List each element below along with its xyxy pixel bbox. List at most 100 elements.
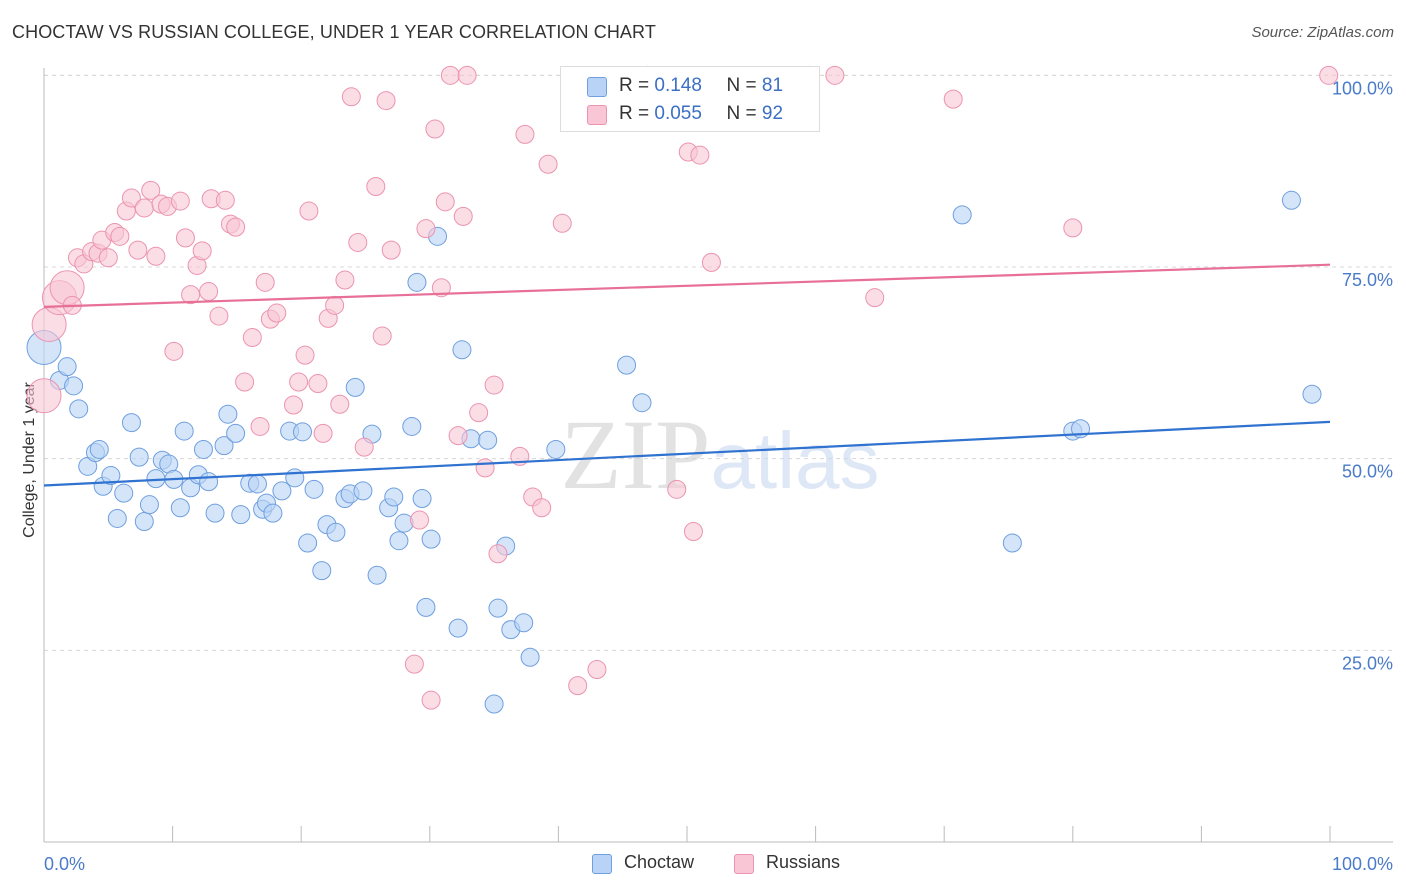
y-tick-label: 100.0% [1332,78,1393,98]
russians-point [376,91,396,111]
stats-legend: R = 0.148 N = 81 R = 0.055 N = 92 [560,66,820,132]
russians-point [515,124,535,144]
russians-point [128,240,148,260]
legend-swatch-choctaw [592,854,612,874]
legend-swatch-russians [587,105,607,125]
russians-point [330,394,350,414]
series [26,65,1339,714]
russians-point [532,498,552,518]
x-tick-label-min: 0.0% [44,854,85,874]
choctaw-point [384,487,404,507]
choctaw-point [452,340,472,360]
choctaw-point [205,503,225,523]
russians-point [421,690,441,710]
russians-point [381,240,401,260]
choctaw-point [199,472,219,492]
russians-point [146,246,166,266]
choctaw-point [247,474,267,494]
choctaw-point [129,447,149,467]
russians-point [181,285,201,305]
russians-point [295,345,315,365]
choctaw-point [64,376,84,396]
russians-point [1319,65,1339,85]
russians-point [341,87,361,107]
russians-point [250,416,270,436]
choctaw-point [326,522,346,542]
choctaw-point [345,377,365,397]
choctaw-point [263,503,283,523]
choctaw-point [952,205,972,225]
russians-point [701,252,721,272]
axes [43,68,1393,843]
choctaw-point [107,508,127,528]
choctaw-point [367,565,387,585]
choctaw-point [174,421,194,441]
russians-point [26,378,62,414]
russians-point [667,479,687,499]
choctaw-point [170,498,190,518]
choctaw-point [57,357,77,377]
russians-point [348,232,368,252]
choctaw-point [632,393,652,413]
chart-source: Source: ZipAtlas.com [1251,24,1394,41]
legend-n-value: 81 [761,75,784,96]
choctaw-point [214,436,234,456]
trend-lines [43,263,1331,487]
y-tick-label: 25.0% [1342,653,1393,673]
russians-point [690,145,710,165]
russians-point [199,282,219,302]
russians-point [431,278,451,298]
russians-point [404,654,424,674]
legend-r-label: R = [619,75,650,96]
russians-point [299,201,319,221]
russians-point [226,217,246,237]
legend-label-russians: Russians [766,852,841,872]
russians-point [825,65,845,85]
choctaw-point [89,439,109,459]
russians-point [475,458,495,478]
choctaw-point [312,561,332,581]
choctaw-point [520,647,540,667]
trend-line-russians [43,263,1331,308]
legend-n-label: N = [726,103,757,124]
choctaw-point [412,489,432,509]
choctaw-point [231,505,251,525]
choctaw-point [402,416,422,436]
russians-point [440,65,460,85]
choctaw-point [407,272,427,292]
choctaw-point [546,439,566,459]
chart-title: CHOCTAW VS RUSSIAN COLLEGE, UNDER 1 YEAR… [12,22,656,42]
choctaw-point [69,399,89,419]
russians-point [141,180,161,200]
russians-point [215,190,235,210]
legend-r-value: 0.055 [654,103,702,124]
russians-point [354,437,374,457]
russians-point [164,341,184,361]
russians-point [175,228,195,248]
russians-point [192,241,212,261]
russians-point [372,326,392,346]
russians-point [267,303,287,323]
grid [44,74,1393,651]
series-russians [26,65,1339,710]
russians-point [366,177,386,196]
choctaw-point [617,355,637,375]
choctaw-point [421,529,441,549]
legend-r-label: R = [619,103,650,124]
russians-point [453,206,473,226]
y-tick-label: 50.0% [1342,462,1393,482]
choctaw-point [226,423,246,443]
russians-point [683,522,703,541]
choctaw-point [272,481,292,501]
russians-point [568,676,588,696]
x-tick-label-max: 100.0% [1332,854,1393,874]
choctaw-point [114,483,134,503]
choctaw-point [488,598,508,618]
russians-point [457,65,477,85]
choctaw-point [389,531,409,551]
choctaw-point [218,404,238,424]
russians-point [110,226,130,246]
trend-line-choctaw [43,420,1331,487]
russians-point [587,660,607,679]
